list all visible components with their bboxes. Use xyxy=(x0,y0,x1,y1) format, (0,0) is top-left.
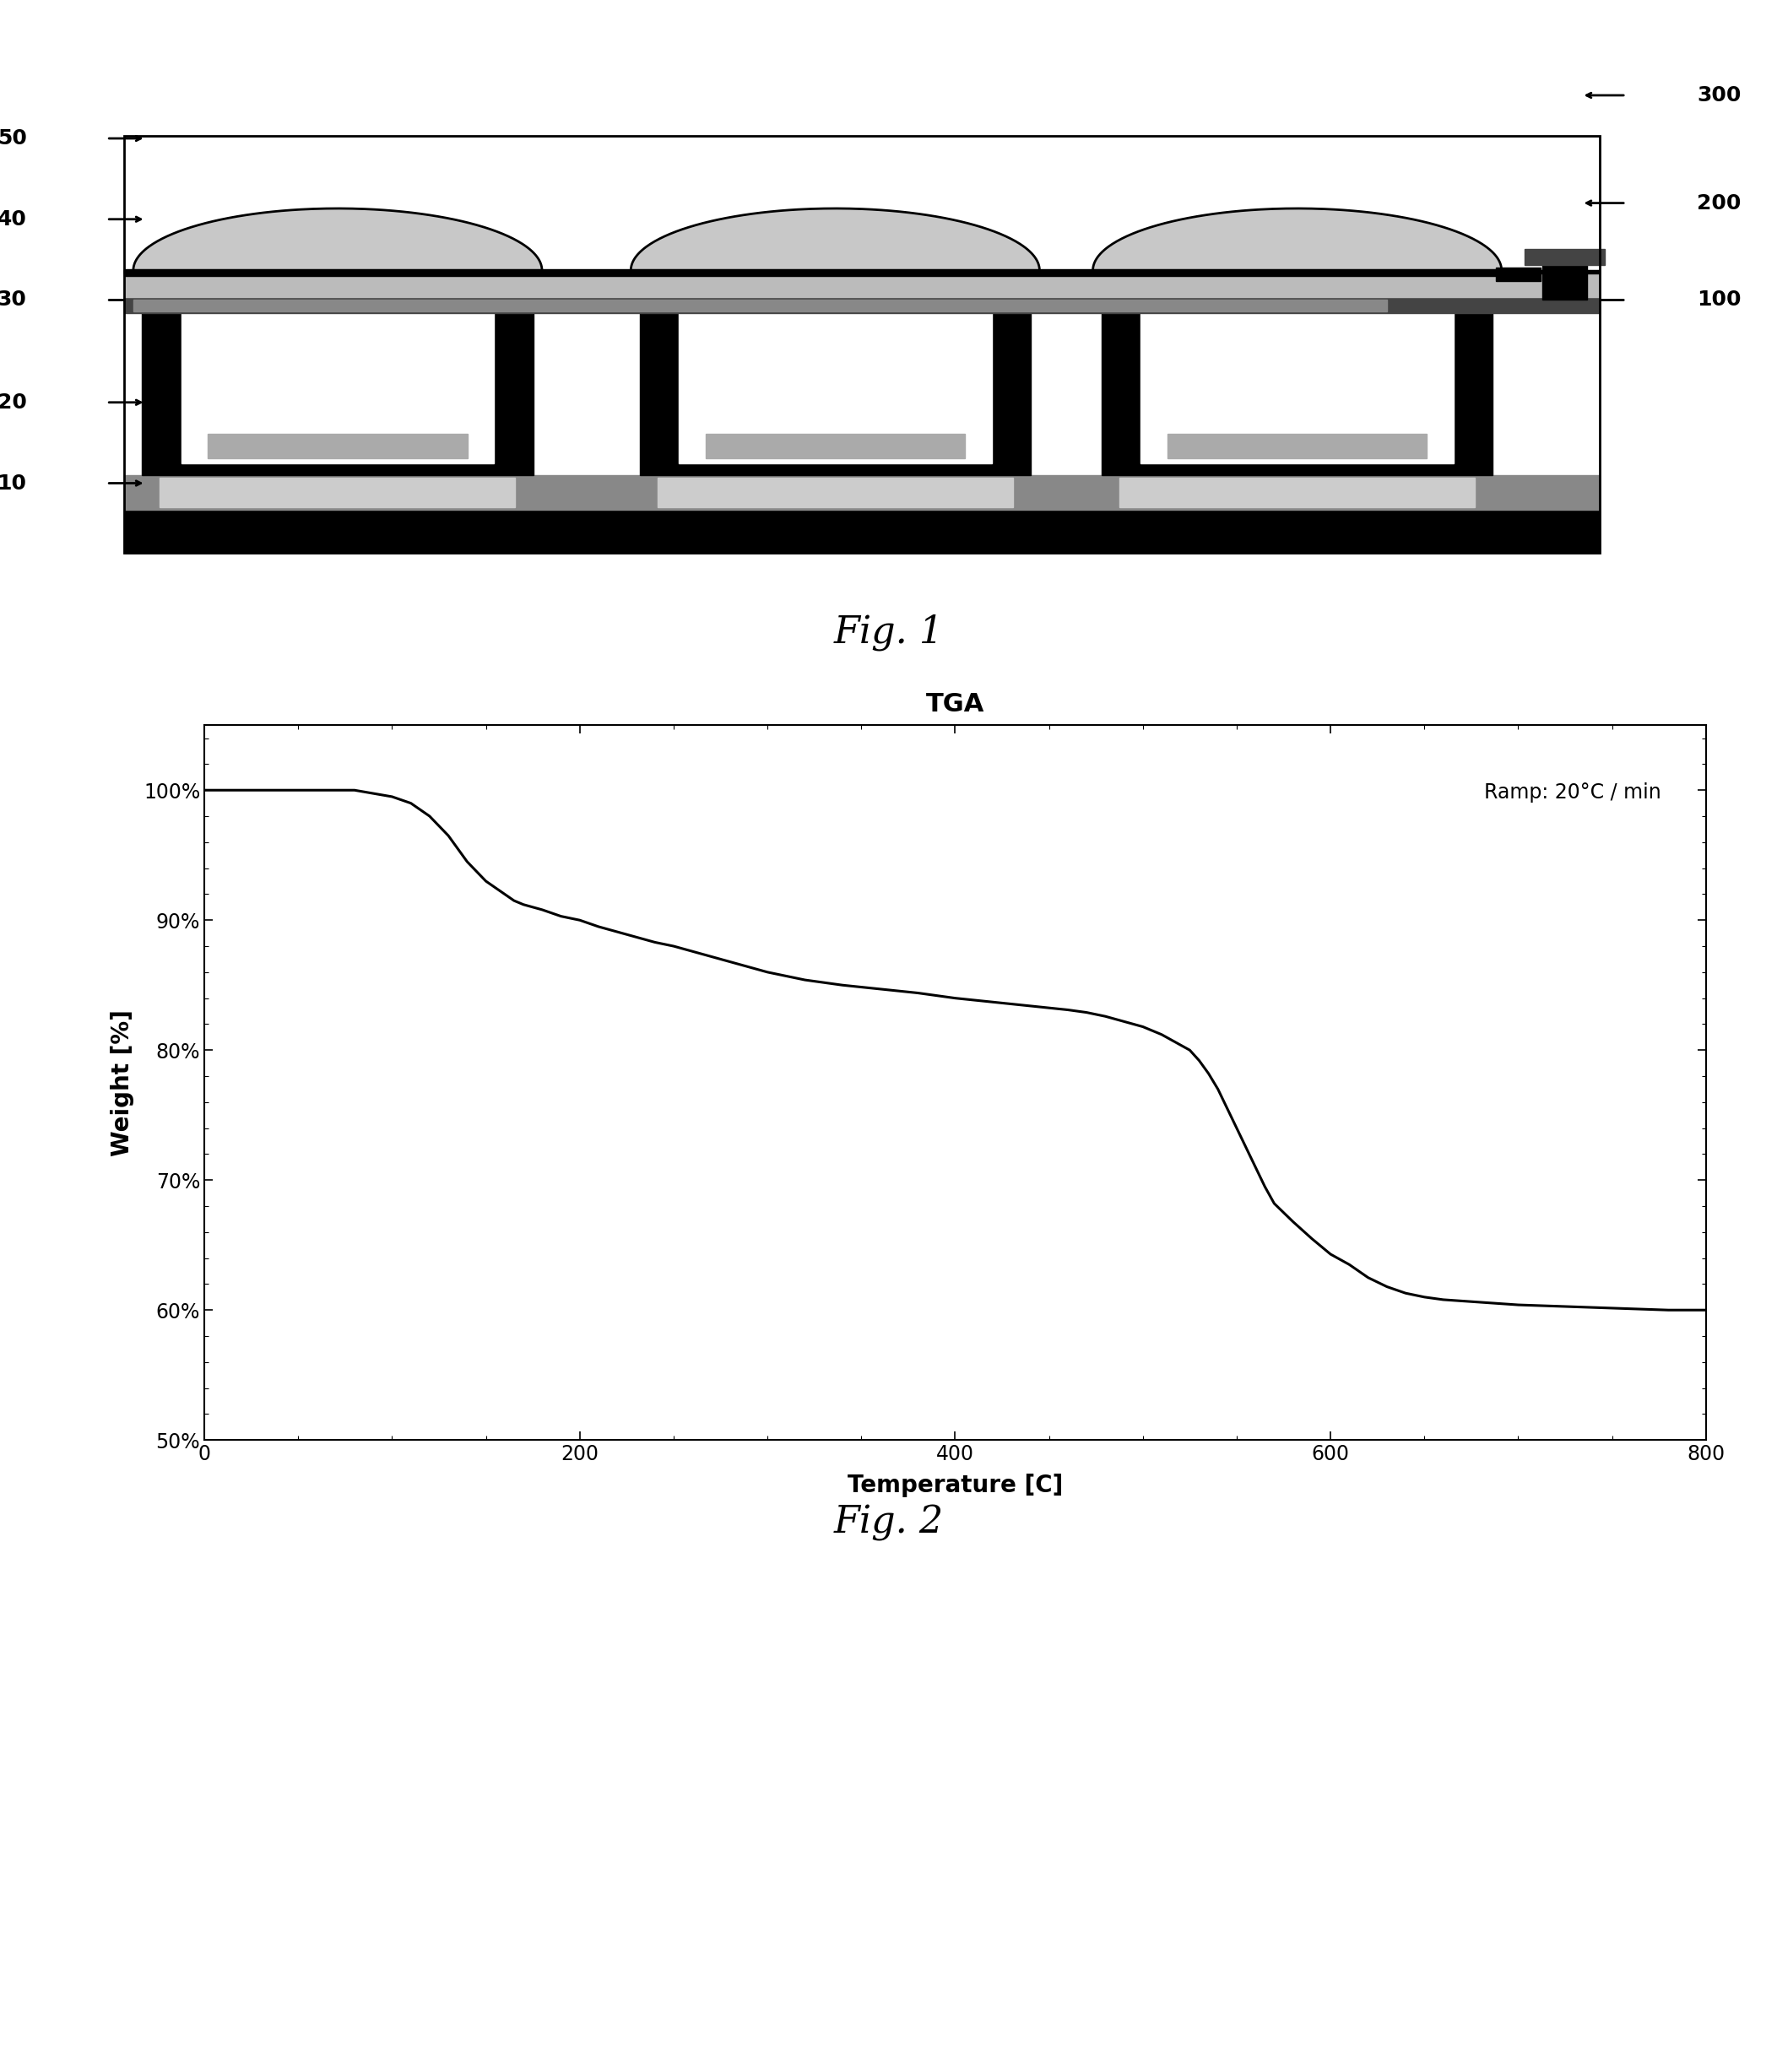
Bar xyxy=(124,474,1599,510)
Bar xyxy=(124,269,1510,276)
Text: 10: 10 xyxy=(0,472,27,493)
Text: 40: 40 xyxy=(0,209,27,230)
Y-axis label: Weight [%]: Weight [%] xyxy=(110,1009,133,1156)
Bar xyxy=(160,479,515,508)
Text: Ramp: 20°C / min: Ramp: 20°C / min xyxy=(1484,783,1661,802)
Text: Fig. 1: Fig. 1 xyxy=(833,613,944,651)
Bar xyxy=(124,137,1599,553)
Title: TGA: TGA xyxy=(926,692,984,717)
Bar xyxy=(133,300,1388,311)
Bar xyxy=(657,479,1013,508)
Text: 300: 300 xyxy=(1697,85,1741,106)
Polygon shape xyxy=(631,209,1040,269)
Bar xyxy=(124,296,1599,313)
Bar xyxy=(640,313,1031,474)
Text: 30: 30 xyxy=(0,290,27,311)
Text: Fig. 2: Fig. 2 xyxy=(833,1504,944,1542)
Bar xyxy=(208,433,467,458)
Bar xyxy=(1167,433,1427,458)
Bar xyxy=(181,313,494,464)
Bar xyxy=(1120,479,1475,508)
Bar xyxy=(1141,313,1454,464)
X-axis label: Temperature [C]: Temperature [C] xyxy=(848,1473,1063,1498)
Bar xyxy=(124,510,1599,553)
Polygon shape xyxy=(1093,209,1502,269)
Text: 100: 100 xyxy=(1697,290,1741,311)
Text: 50: 50 xyxy=(0,128,27,149)
Bar xyxy=(124,269,1599,296)
Text: 200: 200 xyxy=(1697,193,1741,213)
Text: 20: 20 xyxy=(0,392,27,412)
Polygon shape xyxy=(133,209,542,269)
Bar xyxy=(142,313,533,474)
Bar xyxy=(1102,313,1493,474)
Bar xyxy=(705,433,965,458)
Bar xyxy=(1542,265,1587,300)
Bar xyxy=(1525,249,1605,265)
Bar xyxy=(679,313,992,464)
Bar xyxy=(1496,267,1541,282)
Bar xyxy=(124,269,1599,274)
